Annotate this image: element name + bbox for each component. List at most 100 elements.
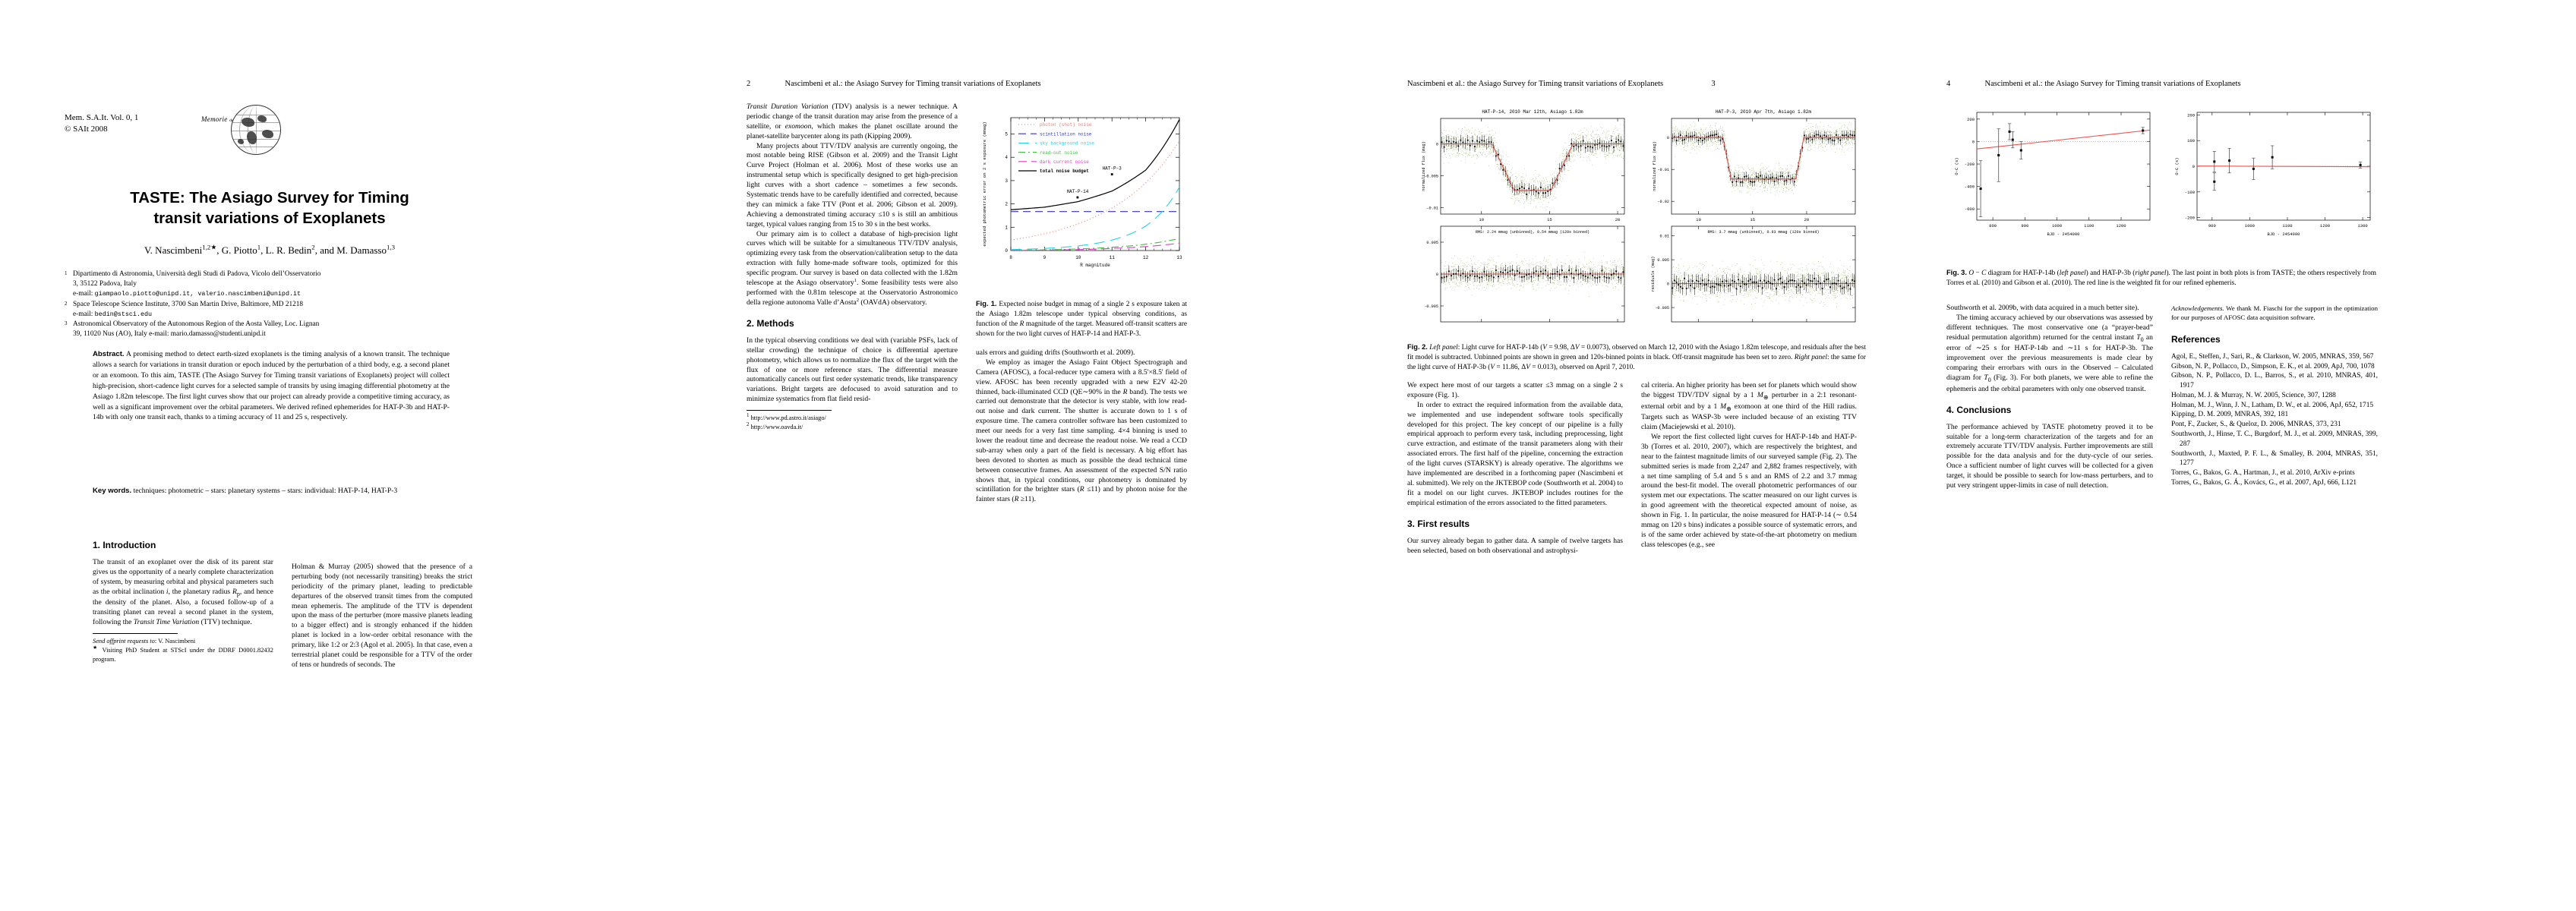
abstract: Abstract. A promising method to detect e… bbox=[93, 349, 450, 423]
author-2: , G. Piotto1 bbox=[216, 243, 261, 256]
svg-text:sky background noise: sky background noise bbox=[1040, 141, 1094, 147]
svg-text:normalized flux (mag): normalized flux (mag) bbox=[1422, 141, 1426, 191]
affiliation-marker: 1 bbox=[65, 270, 68, 276]
affiliation-marker: 2 bbox=[65, 300, 68, 307]
svg-text:0.005: 0.005 bbox=[1657, 258, 1669, 263]
affiliation-email: e-mail: giampaolo.piotto@unipd.it, valer… bbox=[73, 290, 301, 298]
paragraph: Our survey already began to gather data.… bbox=[1407, 536, 1623, 555]
svg-text:normalized flux (mag): normalized flux (mag) bbox=[1653, 141, 1657, 191]
svg-text:0.01: 0.01 bbox=[1660, 235, 1669, 239]
svg-text:1200: 1200 bbox=[2320, 223, 2330, 229]
globe-icon bbox=[231, 105, 281, 155]
section-heading-conclusions: 4. Conclusions bbox=[1946, 404, 2012, 415]
running-head-page4: 4 Nascimbeni et al.: the Asiago Survey f… bbox=[1946, 80, 2241, 88]
svg-text:200: 200 bbox=[1967, 117, 1975, 122]
page3-column-left: We expect here most of our targets a sca… bbox=[1407, 381, 1623, 556]
section-heading-references: References bbox=[2171, 333, 2221, 345]
affiliation-line: Astronomical Observatory of the Autonomo… bbox=[73, 320, 320, 328]
svg-text:2: 2 bbox=[1005, 202, 1008, 207]
running-head-page3: Nascimbeni et al.: the Asiago Survey for… bbox=[1407, 80, 1716, 88]
author-3: , L. R. Bedin2 bbox=[260, 243, 315, 256]
reference-entry: Torres, G., Bakos, G. Á., Kovács, G., et… bbox=[2171, 478, 2357, 487]
svg-text:RMS: 2.24 mmag (unbinned), 0.5: RMS: 2.24 mmag (unbinned), 0.54 mmag (12… bbox=[1476, 230, 1589, 235]
svg-text:12: 12 bbox=[1143, 255, 1149, 260]
page4-column-right: Acknowledgements. We thank M. Fiaschi fo… bbox=[2171, 304, 2378, 491]
figure-3: 800 900 1000 1100 1200 200 0 -200 -400 -600 BJD - … bbox=[1946, 100, 2376, 288]
page4-column-left: Southworth et al. 2009b, with data acqui… bbox=[1946, 304, 2153, 491]
paragraph: In order to extract the required informa… bbox=[1407, 400, 1623, 507]
reference-entry: Holman, M. J., Winn, J. N., Latham, D. W… bbox=[2171, 401, 2374, 409]
paragraph: We expect here most of our targets a sca… bbox=[1407, 381, 1623, 399]
keywords-text: techniques: photometric – stars: planeta… bbox=[133, 487, 398, 495]
page-2: 2 Nascimbeni et al.: the Asiago Survey f… bbox=[740, 0, 1196, 911]
svg-text:3: 3 bbox=[1005, 178, 1008, 184]
page-4: 4 Nascimbeni et al.: the Asiago Survey f… bbox=[1940, 0, 2555, 911]
page2-footnotes: 1 http://www.pd.astro.it/asiago/2 http:/… bbox=[747, 413, 958, 432]
svg-text:0: 0 bbox=[1667, 136, 1669, 140]
svg-text:800: 800 bbox=[1989, 223, 1997, 229]
svg-text:9: 9 bbox=[1043, 255, 1046, 260]
section-heading-methods: 2. Methods bbox=[747, 317, 794, 329]
svg-text:1200: 1200 bbox=[2116, 223, 2126, 229]
svg-text:1000: 1000 bbox=[2052, 223, 2062, 229]
page3-column-right: cal criteria. An higher priority has bee… bbox=[1641, 381, 1857, 556]
svg-text:1300: 1300 bbox=[2357, 223, 2367, 229]
email-address[interactable]: bedin@stsci.edu bbox=[94, 310, 153, 318]
svg-text:8: 8 bbox=[1009, 255, 1012, 260]
figure-1: 8 9 10 11 12 13 0 1 2 3 4 5 R magnitude expected phot… bbox=[976, 102, 1187, 339]
paragraph: We report the first collected light curv… bbox=[1641, 432, 1857, 549]
author-4: , and M. Damasso1,3 bbox=[314, 243, 396, 256]
svg-text:4: 4 bbox=[1005, 155, 1008, 160]
svg-text:expected photometric error on: expected photometric error on 2 s exposu… bbox=[982, 121, 987, 246]
page2-left-text: Transit Duration Variation (TDV) analysi… bbox=[747, 102, 958, 308]
memorie-logo: Memorie della bbox=[201, 105, 281, 164]
footnote-rule bbox=[93, 633, 178, 635]
figure-1-caption-text: Expected noise budget in mmag of a singl… bbox=[976, 300, 1187, 338]
reference-entry: Holman, M. J. & Murray, N. W. 2005, Scie… bbox=[2171, 391, 2336, 399]
keywords: Key words. techniques: photometric – sta… bbox=[93, 486, 450, 496]
affiliation-list: 1 Dipartimento di Astronomia, Università … bbox=[65, 270, 467, 339]
svg-text:20: 20 bbox=[1804, 217, 1810, 222]
page3-left-text: We expect here most of our targets a sca… bbox=[1407, 381, 1623, 509]
svg-text:10: 10 bbox=[1696, 217, 1701, 222]
reference-entry: Torres, G., Bakos, G. A., Hartman, J., e… bbox=[2171, 469, 2355, 478]
email-address[interactable]: giampaolo.piotto@unipd.it, valerio.nasci… bbox=[94, 290, 301, 298]
svg-text:-600: -600 bbox=[1965, 206, 1975, 212]
abstract-text: A promising method to detect earth-sized… bbox=[93, 350, 450, 422]
svg-text:HAT-P-14, 2010 Mar 12th, Asiag: HAT-P-14, 2010 Mar 12th, Asiago 1.82m bbox=[1482, 109, 1583, 115]
page-3: Nascimbeni et al.: the Asiago Survey for… bbox=[1401, 0, 1872, 911]
running-head-page2: 2 Nascimbeni et al.: the Asiago Survey f… bbox=[747, 80, 1041, 88]
page2-body: Transit Duration Variation (TDV) analysi… bbox=[747, 102, 1196, 505]
footnote-rule-page2 bbox=[747, 410, 832, 411]
svg-text:-200: -200 bbox=[1965, 162, 1975, 167]
affiliation-2: 2 Space Telescope Science Institute, 3700… bbox=[65, 300, 467, 320]
page1-column-left: 1. Introduction The transit of an exopla… bbox=[93, 539, 273, 670]
svg-text:1100: 1100 bbox=[2084, 223, 2094, 229]
svg-text:total noise budget: total noise budget bbox=[1040, 169, 1089, 174]
keywords-label: Key words. bbox=[93, 487, 132, 495]
page3-right-text: cal criteria. An higher priority has bee… bbox=[1641, 381, 1857, 550]
svg-text:BJD - 2454000: BJD - 2454000 bbox=[2268, 232, 2300, 237]
affiliation-line: Space Telescope Science Institute, 3700 … bbox=[73, 300, 304, 308]
footnote: Send offprint requests to: V. Nascimbeni bbox=[93, 638, 196, 645]
svg-text:R magnitude: R magnitude bbox=[1080, 263, 1110, 268]
svg-text:1000: 1000 bbox=[2245, 223, 2255, 229]
reference-entry: Gibson, N. P., Pollacco, D. L., Barros, … bbox=[2171, 372, 2378, 390]
svg-text:-200: -200 bbox=[2185, 216, 2195, 221]
paragraph: Our primary aim is to collect a database… bbox=[747, 229, 958, 307]
svg-text:13: 13 bbox=[1176, 255, 1182, 260]
svg-text:15: 15 bbox=[1547, 217, 1552, 222]
svg-text:HAT-P-3: HAT-P-3 bbox=[1103, 166, 1122, 172]
page3-results-text: Our survey already began to gather data.… bbox=[1407, 537, 1623, 556]
journal-volume: Mem. S.A.It. Vol. 0, 1 bbox=[65, 113, 139, 122]
svg-text:0: 0 bbox=[1005, 248, 1008, 254]
svg-text:200: 200 bbox=[2187, 112, 2195, 118]
svg-text:0: 0 bbox=[1436, 143, 1438, 147]
svg-text:-0.02: -0.02 bbox=[1657, 200, 1669, 204]
page4-left-text: Southworth et al. 2009b, with data acqui… bbox=[1946, 304, 2153, 395]
svg-text:1: 1 bbox=[1005, 225, 1008, 230]
section-heading-first-results: 3. First results bbox=[1407, 518, 1470, 529]
page1-footnotes: Send offprint requests to: V. Nascimbeni… bbox=[93, 637, 273, 664]
